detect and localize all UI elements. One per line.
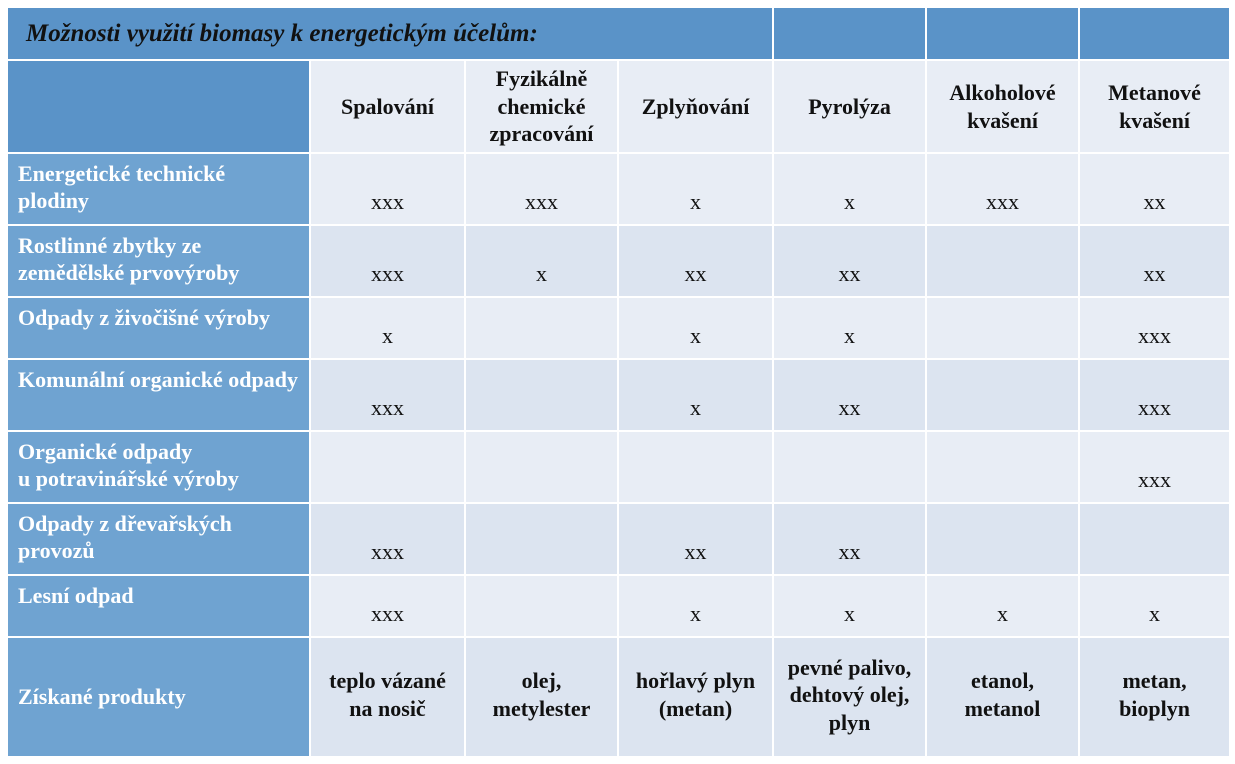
table-row: Komunální organické odpady xxx x xx xxx (7, 359, 1230, 431)
cell: x (773, 153, 926, 225)
cell (465, 431, 618, 503)
row-label-3: Komunální organické odpady (7, 359, 310, 431)
title-empty-1 (773, 7, 926, 60)
cell: xxx (310, 503, 465, 575)
cell: xxx (310, 225, 465, 297)
cell: xxx (465, 153, 618, 225)
cell: xxx (1079, 431, 1230, 503)
cell: xxx (926, 153, 1079, 225)
cell: xxx (310, 359, 465, 431)
cell (465, 503, 618, 575)
products-label: Získané produkty (7, 637, 310, 757)
title-row: Možnosti využití biomasy k energetickým … (7, 7, 1230, 60)
cell (465, 575, 618, 637)
cell (618, 431, 773, 503)
table-row: Odpady z živočišné výroby x x x xxx (7, 297, 1230, 359)
products-row: Získané produkty teplo vázané na nosič o… (7, 637, 1230, 757)
cell: xxx (1079, 359, 1230, 431)
cell: xx (773, 503, 926, 575)
product-5: metan, bioplyn (1079, 637, 1230, 757)
cell (926, 297, 1079, 359)
column-header-row: Spalování Fyzikálně chemické zpracování … (7, 60, 1230, 153)
corner-cell (7, 60, 310, 153)
cell: x (773, 297, 926, 359)
cell: x (465, 225, 618, 297)
col-4: Alkoholové kvašení (926, 60, 1079, 153)
cell: x (310, 297, 465, 359)
cell: x (618, 575, 773, 637)
row-label-2: Odpady z živočišné výroby (7, 297, 310, 359)
col-5: Metanové kvašení (1079, 60, 1230, 153)
cell: xx (773, 225, 926, 297)
product-4: etanol, metanol (926, 637, 1079, 757)
cell (926, 225, 1079, 297)
product-3: pevné palivo, dehtový olej, plyn (773, 637, 926, 757)
col-3: Pyrolýza (773, 60, 926, 153)
cell: xx (1079, 153, 1230, 225)
cell (465, 359, 618, 431)
table-row: Rostlinné zbytky ze zemědělské prvovýrob… (7, 225, 1230, 297)
cell (773, 431, 926, 503)
row-label-6: Lesní odpad (7, 575, 310, 637)
cell (926, 503, 1079, 575)
product-0: teplo vázané na nosič (310, 637, 465, 757)
cell: xx (618, 503, 773, 575)
cell (926, 431, 1079, 503)
table-row: Lesní odpad xxx x x x x (7, 575, 1230, 637)
cell (926, 359, 1079, 431)
cell: xx (618, 225, 773, 297)
biomass-table: Možnosti využití biomasy k energetickým … (6, 6, 1231, 758)
row-label-4: Organické odpady u potravinářské výroby (7, 431, 310, 503)
col-1: Fyzikálně chemické zpracování (465, 60, 618, 153)
row-label-0: Energetické technické plodiny (7, 153, 310, 225)
title-empty-3 (1079, 7, 1230, 60)
cell (465, 297, 618, 359)
table-row: Organické odpady u potravinářské výroby … (7, 431, 1230, 503)
col-2: Zplyňování (618, 60, 773, 153)
product-2: hořlavý plyn (metan) (618, 637, 773, 757)
cell: xx (1079, 225, 1230, 297)
row-label-5: Odpady z dřevařských provozů (7, 503, 310, 575)
table-title: Možnosti využití biomasy k energetickým … (7, 7, 773, 60)
title-empty-2 (926, 7, 1079, 60)
table-row: Energetické technické plodiny xxx xxx x … (7, 153, 1230, 225)
cell: xx (773, 359, 926, 431)
cell (310, 431, 465, 503)
cell: xxx (1079, 297, 1230, 359)
cell (1079, 503, 1230, 575)
product-1: olej, metylester (465, 637, 618, 757)
cell: x (618, 153, 773, 225)
row-label-1: Rostlinné zbytky ze zemědělské prvovýrob… (7, 225, 310, 297)
table-row: Odpady z dřevařských provozů xxx xx xx (7, 503, 1230, 575)
cell: x (618, 297, 773, 359)
cell: x (926, 575, 1079, 637)
cell: x (773, 575, 926, 637)
cell: x (618, 359, 773, 431)
cell: x (1079, 575, 1230, 637)
cell: xxx (310, 575, 465, 637)
cell: xxx (310, 153, 465, 225)
col-0: Spalování (310, 60, 465, 153)
